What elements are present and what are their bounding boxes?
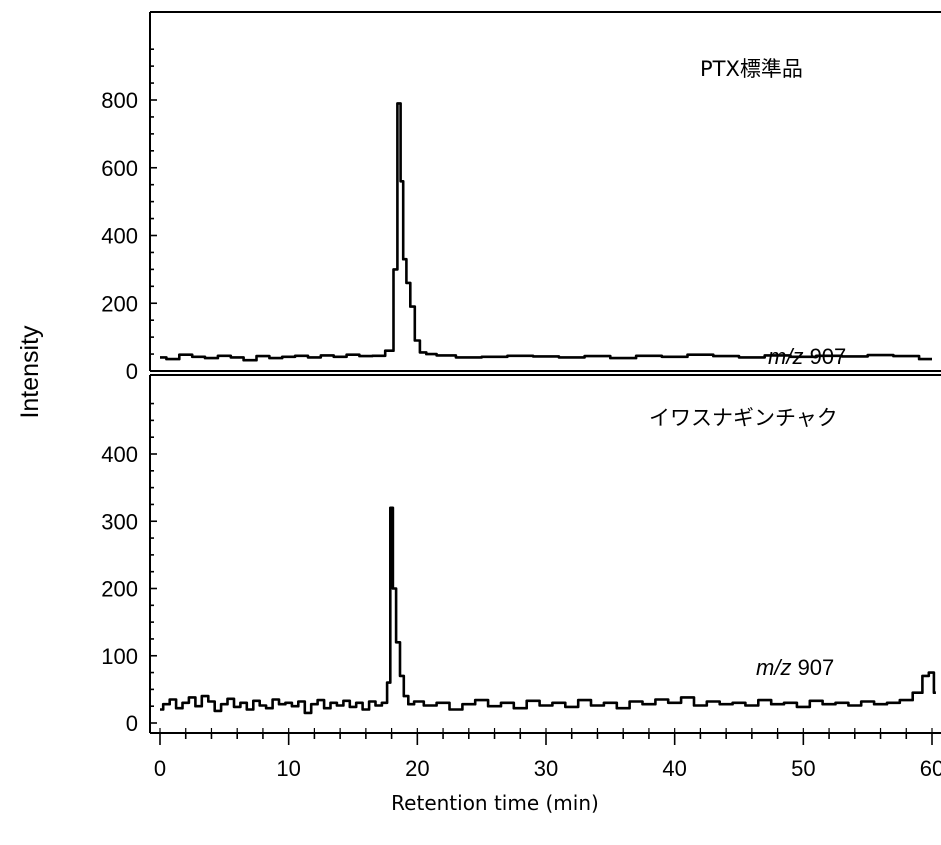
bottom-xtick-label: 60 — [920, 756, 941, 781]
bottom-panel-x-ticks: 0 10 20 30 40 50 60 — [154, 728, 941, 781]
bottom-xtick-label: 10 — [276, 756, 300, 781]
bottom-xtick-label: 0 — [154, 756, 166, 781]
bottom-xtick-label: 40 — [662, 756, 686, 781]
x-axis-label: Retention time (min) — [391, 791, 599, 815]
top-panel-mz-annotation: m/z 907 — [768, 344, 846, 369]
top-ytick-label: 200 — [101, 291, 138, 316]
bottom-panel-y-ticks: 0 100 200 300 400 — [101, 402, 157, 736]
top-panel-y-ticks: 0 200 400 600 800 — [101, 48, 157, 384]
top-panel: 0 200 400 600 800 PTX標準品 m/z 907 — [101, 11, 941, 384]
bottom-ytick-label: 400 — [101, 442, 138, 467]
bottom-ytick-label: 200 — [101, 577, 138, 602]
bottom-ytick-label: 300 — [101, 509, 138, 534]
top-mz-rest: 907 — [803, 344, 846, 369]
bottom-panel: 0 100 200 300 400 0 10 20 30 40 50 60 イワスナギンチャク m/… — [101, 374, 941, 781]
bottom-panel-trace — [160, 506, 936, 715]
bottom-ytick-label: 0 — [126, 711, 138, 736]
bottom-mz-rest: 907 — [791, 655, 834, 680]
bottom-mz-italic: m/z — [756, 655, 791, 680]
y-axis-label: Intensity — [16, 325, 44, 419]
top-ytick-label: 0 — [126, 359, 138, 384]
top-ytick-label: 600 — [101, 156, 138, 181]
bottom-ytick-label: 100 — [101, 644, 138, 669]
top-ytick-label: 800 — [101, 88, 138, 113]
bottom-xtick-label: 50 — [791, 756, 815, 781]
top-mz-italic: m/z — [768, 344, 803, 369]
top-panel-trace — [160, 102, 932, 362]
bottom-xtick-label: 20 — [405, 756, 429, 781]
top-ytick-label: 400 — [101, 224, 138, 249]
bottom-panel-title: イワスナギンチャク — [649, 406, 838, 430]
bottom-panel-mz-annotation: m/z 907 — [756, 655, 834, 680]
bottom-xtick-label: 30 — [534, 756, 558, 781]
top-panel-title: PTX標準品 — [700, 57, 803, 81]
